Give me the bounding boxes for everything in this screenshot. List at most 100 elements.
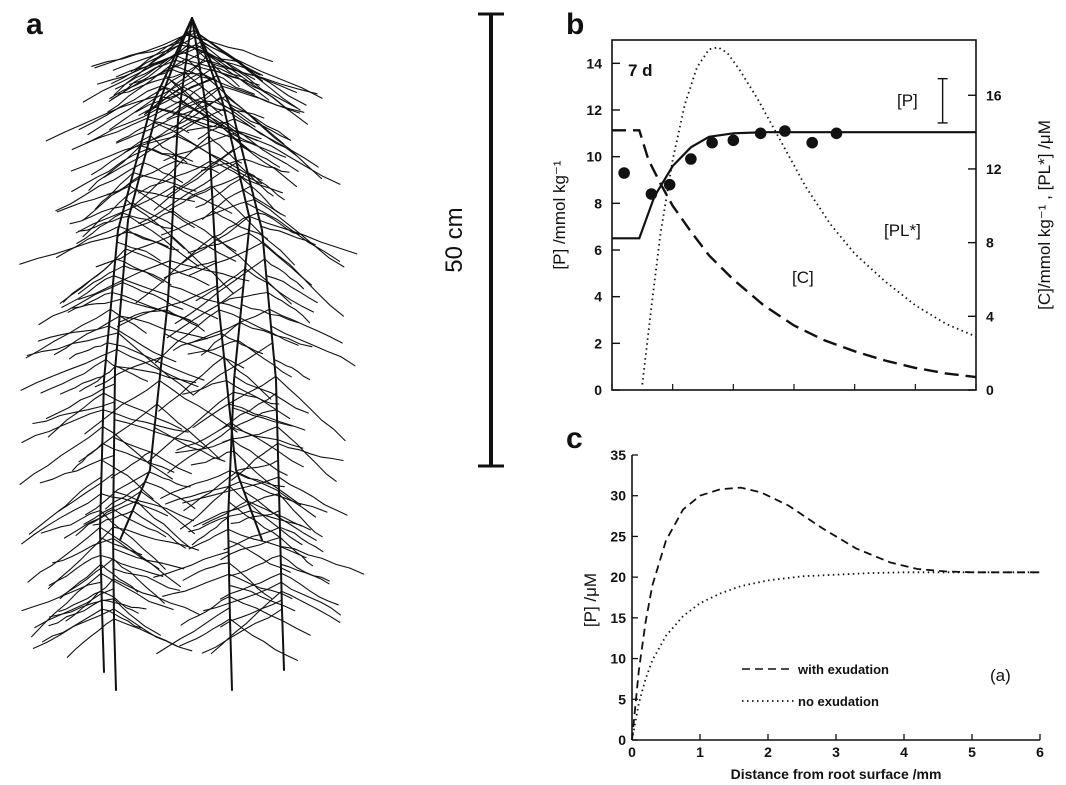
root-branch bbox=[61, 275, 115, 308]
root-branch bbox=[187, 175, 241, 200]
chart-c-ytick-label: 15 bbox=[610, 610, 626, 626]
root-branch bbox=[155, 59, 209, 94]
root-branch bbox=[156, 607, 231, 655]
chart-c-xtick-label: 4 bbox=[900, 744, 908, 760]
root-branch bbox=[280, 590, 341, 623]
root-branch bbox=[216, 75, 255, 95]
root-branch bbox=[228, 501, 283, 540]
root-branch bbox=[250, 510, 311, 531]
root-branch bbox=[193, 493, 280, 527]
chart-b-data-point bbox=[806, 136, 818, 149]
root-branch bbox=[53, 315, 121, 356]
root-branch bbox=[63, 500, 138, 539]
root-branch bbox=[186, 121, 228, 131]
root-branch bbox=[140, 490, 195, 535]
chart-b-label-C: [C] bbox=[792, 268, 814, 287]
root-branch bbox=[228, 562, 273, 599]
root-branch bbox=[163, 332, 245, 369]
chart-c-ytick-label: 0 bbox=[618, 732, 626, 748]
legend-with-exudation: with exudation bbox=[797, 662, 889, 677]
chart-b-label-PL: [PL*] bbox=[884, 221, 921, 240]
root-branch bbox=[172, 87, 219, 116]
root-branch bbox=[87, 87, 166, 136]
root-branch bbox=[165, 481, 241, 505]
root-branch bbox=[100, 572, 174, 611]
root-branch bbox=[169, 64, 218, 81]
root-branch bbox=[101, 599, 147, 610]
root-branch bbox=[247, 172, 285, 201]
root-branch bbox=[200, 72, 301, 114]
root-branch bbox=[130, 34, 185, 73]
chart-c-xtick-label: 2 bbox=[764, 744, 772, 760]
root-branch bbox=[139, 145, 184, 164]
root-branch bbox=[112, 547, 185, 570]
root-branch bbox=[19, 231, 128, 265]
root-branch bbox=[135, 235, 215, 304]
root-branch bbox=[229, 618, 298, 661]
chart-c-xtick-label: 3 bbox=[832, 744, 840, 760]
root-branch bbox=[41, 608, 103, 643]
root-branch bbox=[21, 493, 102, 545]
root-branch bbox=[160, 469, 231, 499]
chart-c-xtick-label: 0 bbox=[628, 744, 636, 760]
root-branch bbox=[223, 108, 297, 156]
root-branch bbox=[154, 309, 220, 364]
root-branch bbox=[225, 380, 291, 420]
root-branch bbox=[112, 568, 181, 591]
root-branch bbox=[208, 135, 242, 164]
root-branch bbox=[142, 162, 184, 184]
root-branch bbox=[138, 162, 238, 225]
root-branch bbox=[147, 118, 190, 134]
root-branch bbox=[279, 536, 314, 567]
root-branch bbox=[132, 510, 186, 549]
chart-b-ytick-label: 4 bbox=[594, 289, 602, 305]
root-branch bbox=[229, 554, 282, 577]
root-branch bbox=[162, 573, 230, 597]
root-branch bbox=[204, 100, 265, 119]
chart-c-ytick-label: 35 bbox=[610, 447, 626, 463]
root-branch bbox=[94, 172, 134, 210]
root-branch bbox=[99, 526, 181, 588]
root-branch bbox=[230, 427, 304, 449]
root-branch bbox=[78, 403, 158, 463]
root-branch bbox=[116, 121, 155, 143]
root-branch bbox=[126, 231, 180, 251]
root-branch bbox=[192, 375, 277, 429]
root-branch bbox=[113, 419, 207, 449]
root-branch bbox=[195, 268, 246, 302]
root-branch bbox=[280, 572, 339, 606]
root-branch bbox=[40, 358, 107, 394]
root-branch bbox=[101, 442, 175, 473]
root-branch bbox=[138, 160, 211, 194]
root-branch bbox=[182, 562, 230, 581]
root-branch bbox=[257, 212, 301, 235]
root-branch bbox=[201, 185, 252, 220]
root-branch bbox=[248, 215, 358, 255]
root-branch bbox=[77, 265, 125, 295]
root-branch bbox=[56, 225, 120, 259]
root-branch bbox=[34, 588, 115, 629]
root-branch bbox=[113, 275, 219, 320]
root-branch bbox=[240, 303, 300, 324]
root-branch bbox=[220, 536, 281, 561]
root-branch bbox=[243, 490, 317, 541]
root-branch bbox=[153, 551, 230, 578]
chart-c-ytick-label: 25 bbox=[610, 528, 626, 544]
root-branch bbox=[278, 476, 348, 516]
root-branch bbox=[232, 407, 293, 427]
chart-b-ytick-label: 0 bbox=[594, 382, 602, 398]
root-branch bbox=[279, 526, 324, 553]
root-branch bbox=[112, 558, 165, 604]
root-branch bbox=[149, 29, 195, 65]
root-branch bbox=[26, 332, 119, 357]
root-branch bbox=[178, 50, 298, 94]
root-branch bbox=[116, 285, 218, 328]
root-branch bbox=[226, 121, 299, 172]
root-branch bbox=[132, 202, 237, 262]
chart-b-data-point bbox=[754, 127, 767, 140]
root-branch bbox=[212, 212, 259, 238]
chart-c-ytick-label: 30 bbox=[610, 488, 626, 504]
root-branch bbox=[102, 426, 173, 480]
root-branch bbox=[94, 356, 163, 388]
